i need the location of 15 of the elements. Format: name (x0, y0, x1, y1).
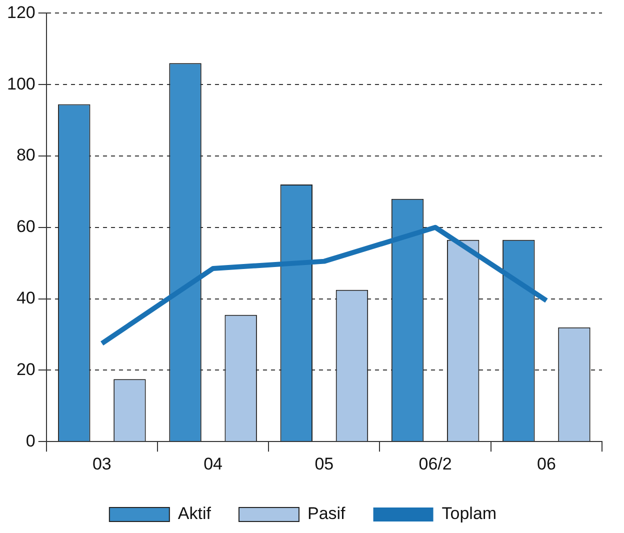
y-tick-label: 20 (16, 360, 36, 379)
legend-label: Pasif (307, 504, 346, 524)
legend-label: Aktif (178, 504, 212, 524)
x-tick-label: 06 (536, 454, 556, 474)
x-tick-label: 06/2 (418, 454, 452, 474)
x-tick-label: 03 (92, 454, 112, 474)
y-tick-label: 120 (6, 2, 36, 22)
y-tick-label: 100 (6, 74, 36, 94)
legend-label: Toplam (442, 504, 497, 524)
y-tick-label: 40 (16, 288, 36, 308)
y-tick-label: 0 (26, 431, 36, 450)
x-tick-label: 05 (314, 454, 334, 474)
y-tick-label: 60 (16, 217, 36, 236)
y-tick-label: 80 (16, 146, 36, 165)
x-tick-label: 04 (204, 454, 223, 474)
